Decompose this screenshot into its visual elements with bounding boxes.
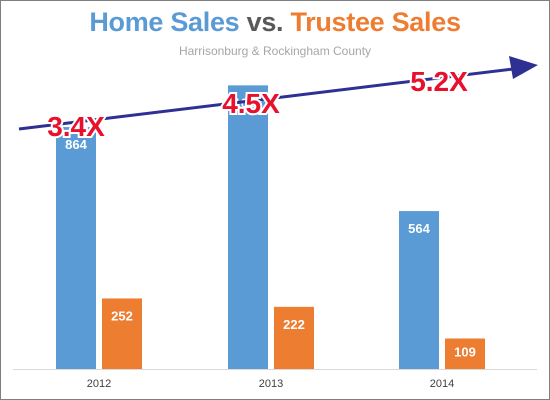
ratio-label-3: 5.2X — [410, 66, 468, 97]
trend-arrow-line — [18, 67, 514, 131]
ratio-label-2: 4.5X — [222, 88, 280, 119]
bar-home-sales-2013 — [228, 85, 268, 370]
bar-trustee-sales-2012 — [102, 298, 142, 369]
data-label-trustee-sales-2012: 252 — [111, 308, 133, 323]
title-home-sales: Home Sales — [89, 7, 240, 37]
ratio-label-1: 3.4X — [47, 111, 105, 142]
trend-arrowhead — [509, 56, 538, 79]
title-trustee-sales: Trustee Sales — [290, 7, 461, 37]
bar-home-sales-2014 — [399, 211, 439, 369]
x-tick-label-2012: 2012 — [87, 378, 111, 390]
chart-subtitle: Harrisonburg & Rockingham County — [178, 44, 372, 58]
x-tick-label-2013: 2013 — [259, 378, 283, 390]
bar-home-sales-2012 — [56, 127, 96, 369]
data-label-home-sales-2012: 864 — [65, 137, 87, 152]
chart-title: Home Sales vs. Trustee Sales — [1, 7, 549, 38]
bar-trustee-sales-2014 — [445, 338, 485, 369]
bar-trustee-sales-2013 — [274, 306, 314, 369]
data-label-home-sales-2014: 564 — [408, 221, 430, 236]
data-label-trustee-sales-2014: 109 — [454, 344, 476, 359]
data-label-trustee-sales-2013: 222 — [283, 317, 305, 332]
title-vs: vs. — [239, 7, 291, 37]
x-tick-label-2014: 2014 — [430, 378, 454, 390]
